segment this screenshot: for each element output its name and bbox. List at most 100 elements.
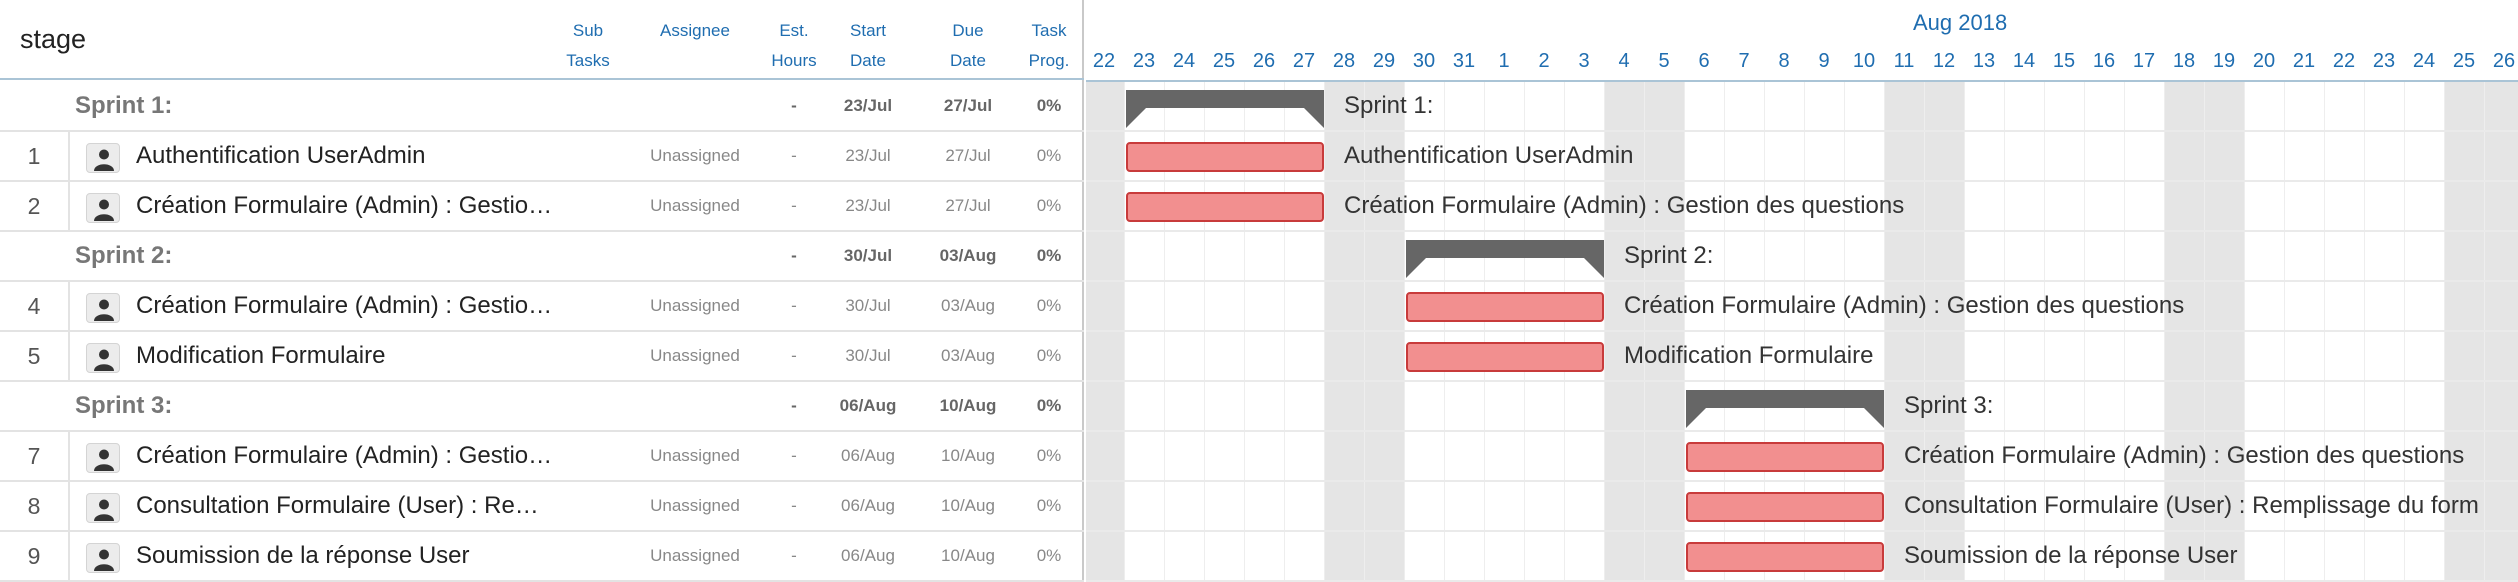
sprint-bar-label: Sprint 1: (1344, 92, 1434, 119)
sprint-summary-bar[interactable] (1126, 90, 1324, 128)
day-label: 15 (2052, 50, 2076, 72)
due-date-cell[interactable]: 27/Jul (945, 196, 991, 215)
task-bar[interactable] (1686, 542, 1884, 572)
task-row[interactable]: 8 Consultation Formulaire (User) : Re… Una… (0, 482, 1084, 532)
user-avatar-icon[interactable] (86, 293, 120, 323)
user-avatar-icon[interactable] (86, 443, 120, 473)
row-number (0, 82, 70, 130)
task-bar[interactable] (1126, 192, 1324, 222)
due-date-cell[interactable]: 27/Jul (945, 146, 991, 165)
user-avatar-icon[interactable] (86, 493, 120, 523)
assignee-cell[interactable]: Unassigned (650, 496, 740, 515)
task-name[interactable]: Modification Formulaire (136, 342, 386, 369)
assignee-cell[interactable]: Unassigned (650, 196, 740, 215)
col-task-progress[interactable]: Task Prog. (1020, 16, 1078, 76)
gantt-header-divider (1086, 80, 2518, 82)
start-date-cell[interactable]: 06/Aug (841, 446, 895, 465)
group-name[interactable]: Sprint 2: (75, 242, 173, 269)
est-hours-cell[interactable]: - (791, 196, 797, 215)
sprint-summary-bar[interactable] (1686, 390, 1884, 428)
project-title[interactable]: stage (20, 24, 87, 54)
task-bar[interactable] (1686, 442, 1884, 472)
task-name[interactable]: Consultation Formulaire (User) : Re… (136, 492, 539, 519)
day-column (1284, 82, 1324, 582)
est-hours-cell[interactable]: - (791, 296, 797, 315)
weekend-column (2444, 82, 2484, 582)
task-name[interactable]: Création Formulaire (Admin) : Gestio… (136, 192, 553, 219)
start-date-cell[interactable]: 23/Jul (845, 196, 891, 215)
task-row[interactable]: 5 Modification Formulaire Unassigned - 30/Ju… (0, 332, 1084, 382)
est-hours-cell[interactable]: - (791, 146, 797, 165)
due-date-cell[interactable]: 10/Aug (939, 396, 997, 415)
est-hours-cell[interactable]: - (791, 446, 797, 465)
col-est-hours[interactable]: Est. Hours (768, 16, 820, 76)
assignee-cell[interactable]: Unassigned (650, 346, 740, 365)
day-label: 24 (2412, 50, 2436, 72)
est-hours-cell[interactable]: - (791, 346, 797, 365)
due-date-cell[interactable]: 03/Aug (941, 296, 995, 315)
month-label: Aug 2018 (1913, 10, 2008, 35)
group-name[interactable]: Sprint 3: (75, 392, 173, 419)
task-row[interactable]: 4 Création Formulaire (Admin) : Gestio… Un… (0, 282, 1084, 332)
user-avatar-icon[interactable] (86, 143, 120, 173)
task-bar[interactable] (1686, 492, 1884, 522)
start-date-cell[interactable]: 30/Jul (845, 296, 891, 315)
row-separator (1086, 430, 2518, 432)
est-hours-cell[interactable]: - (791, 96, 797, 115)
grid-header: stage Sub Tasks Assignee Est. Hours Star… (0, 0, 1084, 80)
start-date-cell[interactable]: 06/Aug (841, 496, 895, 515)
col-sub-tasks[interactable]: Sub Tasks (556, 16, 620, 76)
day-label: 21 (2292, 50, 2316, 72)
day-column (1164, 82, 1204, 582)
task-name[interactable]: Soumission de la réponse User (136, 542, 470, 569)
col-assignee[interactable]: Assignee (640, 16, 750, 46)
col-est-hours-line2: Hours (771, 51, 817, 70)
task-row[interactable]: 1 Authentification UserAdmin Unassigned - 23… (0, 132, 1084, 182)
assignee-cell[interactable]: Unassigned (650, 546, 740, 565)
due-date-cell[interactable]: 10/Aug (941, 446, 995, 465)
user-avatar-icon[interactable] (86, 193, 120, 223)
start-date-cell[interactable]: 23/Jul (845, 146, 891, 165)
day-label: 18 (2172, 50, 2196, 72)
est-hours-cell[interactable]: - (791, 396, 797, 415)
start-date-cell[interactable]: 23/Jul (843, 96, 893, 115)
day-label: 7 (1738, 50, 1750, 72)
assignee-cell[interactable]: Unassigned (650, 146, 740, 165)
due-date-cell[interactable]: 10/Aug (941, 496, 995, 515)
task-bar[interactable] (1126, 142, 1324, 172)
start-date-cell[interactable]: 06/Aug (839, 396, 897, 415)
group-row[interactable]: Sprint 2: - 30/Jul 03/Aug 0% (0, 232, 1084, 282)
start-date-cell[interactable]: 30/Jul (845, 346, 891, 365)
day-label: 26 (2492, 50, 2516, 72)
user-avatar-icon[interactable] (86, 543, 120, 573)
due-date-cell[interactable]: 10/Aug (941, 546, 995, 565)
task-row[interactable]: 9 Soumission de la réponse User Unassigned… (0, 532, 1084, 582)
group-name[interactable]: Sprint 1: (75, 92, 173, 119)
col-start-date[interactable]: Start Date (830, 16, 906, 76)
weekend-column (1086, 82, 1124, 582)
weekend-column (1324, 82, 1364, 582)
assignee-cell[interactable]: Unassigned (650, 296, 740, 315)
task-name[interactable]: Création Formulaire (Admin) : Gestio… (136, 292, 553, 319)
col-due-date[interactable]: Due Date (930, 16, 1006, 76)
task-row[interactable]: 7 Création Formulaire (Admin) : Gestio… Un… (0, 432, 1084, 482)
due-date-cell[interactable]: 03/Aug (941, 346, 995, 365)
due-date-cell[interactable]: 03/Aug (939, 246, 997, 265)
group-row[interactable]: Sprint 3: - 06/Aug 10/Aug 0% (0, 382, 1084, 432)
task-name[interactable]: Authentification UserAdmin (136, 142, 426, 169)
due-date-cell[interactable]: 27/Jul (943, 96, 993, 115)
est-hours-cell[interactable]: - (791, 246, 797, 265)
est-hours-cell[interactable]: - (791, 496, 797, 515)
user-avatar-icon[interactable] (86, 343, 120, 373)
group-row[interactable]: Sprint 1: - 23/Jul 27/Jul 0% (0, 82, 1084, 132)
start-date-cell[interactable]: 06/Aug (841, 546, 895, 565)
task-bar[interactable] (1406, 292, 1604, 322)
est-hours-cell[interactable]: - (791, 546, 797, 565)
start-date-cell[interactable]: 30/Jul (843, 246, 893, 265)
task-bar[interactable] (1406, 342, 1604, 372)
task-name[interactable]: Création Formulaire (Admin) : Gestio… (136, 442, 553, 469)
task-row[interactable]: 2 Création Formulaire (Admin) : Gestio… Un… (0, 182, 1084, 232)
day-label: 25 (2452, 50, 2476, 72)
assignee-cell[interactable]: Unassigned (650, 446, 740, 465)
sprint-summary-bar[interactable] (1406, 240, 1604, 278)
